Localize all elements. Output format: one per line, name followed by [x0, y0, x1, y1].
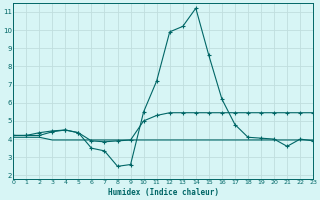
X-axis label: Humidex (Indice chaleur): Humidex (Indice chaleur): [108, 188, 219, 197]
